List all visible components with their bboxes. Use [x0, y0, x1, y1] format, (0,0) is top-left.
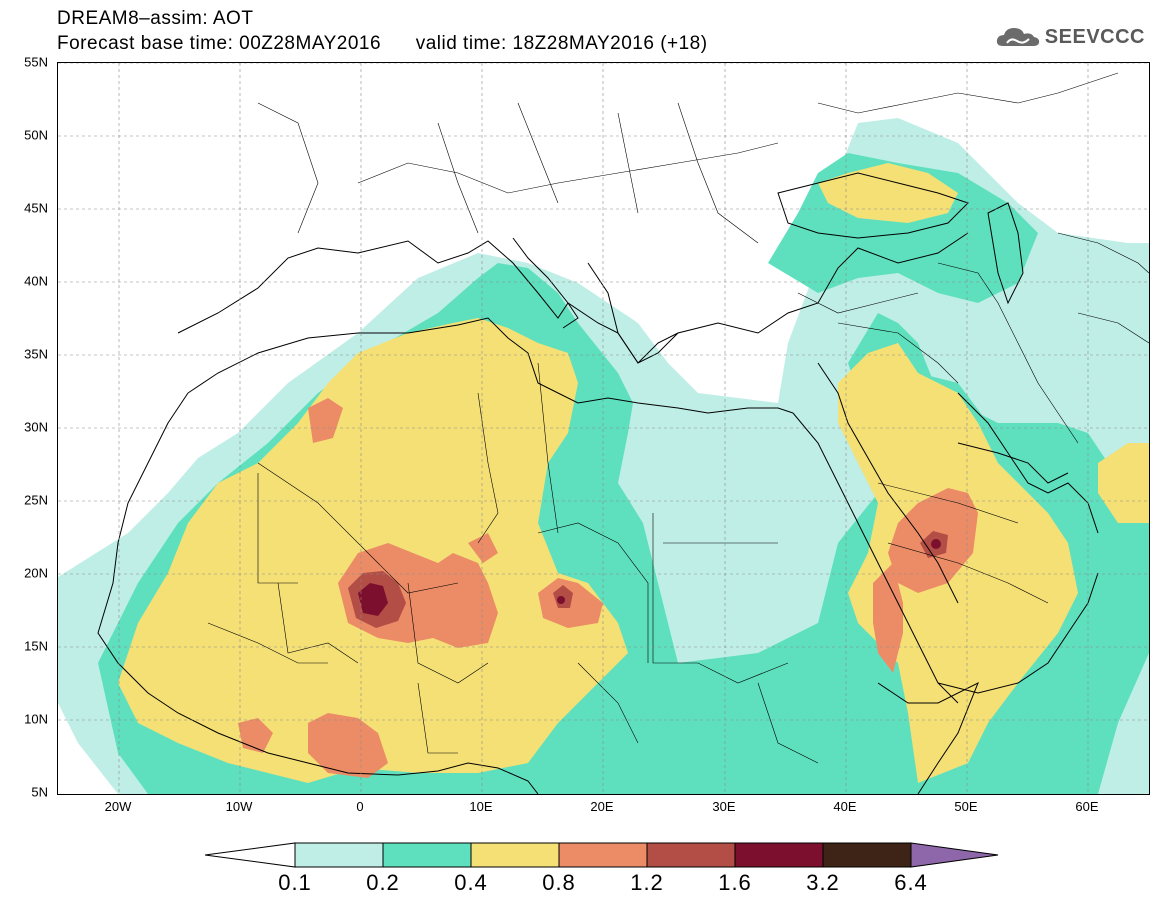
aot-colorbar [204, 841, 1000, 874]
colorbar-swatch [382, 842, 472, 868]
colorbar-label: 6.4 [894, 870, 928, 895]
lon-label: 10W [225, 799, 253, 814]
country-borders [207, 72, 1149, 764]
colorbar-label: 1.6 [718, 870, 752, 895]
lon-label: 30E [712, 799, 736, 814]
lon-label: 10E [469, 799, 493, 814]
colorbar-label: 0.8 [542, 870, 576, 895]
lon-label: 50E [954, 799, 978, 814]
colorbar-swatch [822, 842, 912, 868]
colorbar-label: 0.1 [278, 870, 312, 895]
aot-map [57, 62, 1150, 795]
lat-label: 35N [24, 346, 48, 362]
lat-label: 25N [24, 492, 48, 508]
colorbar-swatch [734, 842, 824, 868]
forecast-time-subtitle: Forecast base time: 00Z28MAY2016 valid t… [57, 33, 708, 54]
colorbar-swatch [470, 842, 560, 868]
cloud-logo-icon [996, 28, 1039, 46]
lat-label: 5N [31, 784, 48, 800]
seevccc-logo: SEEVCCC [995, 24, 1145, 50]
colorbar-label: 0.2 [366, 870, 400, 895]
coastlines [97, 172, 1099, 794]
colorbar-lower-triangle [204, 842, 296, 868]
map-title: DREAM8–assim: AOT [57, 8, 254, 29]
lon-label: 40E [833, 799, 857, 814]
lat-label: 15N [24, 638, 48, 654]
lon-label: 0 [356, 799, 364, 814]
aot-1.6-band [358, 539, 941, 616]
lat-label: 45N [24, 200, 48, 216]
lat-label: 50N [24, 127, 48, 143]
lat-label: 30N [24, 419, 48, 435]
colorbar-swatch [294, 842, 384, 868]
lat-label: 20N [24, 565, 48, 581]
lon-label: 20E [590, 799, 614, 814]
lat-label: 40N [24, 273, 48, 289]
colorbar-swatch [646, 842, 736, 868]
colorbar-swatch [558, 842, 648, 868]
colorbar-upper-triangle [910, 842, 999, 868]
lon-label: 20W [104, 799, 132, 814]
logo-text: SEEVCCC [1044, 25, 1145, 48]
lat-label: 10N [24, 711, 48, 727]
lat-label: 55N [24, 54, 48, 70]
map-canvas [58, 63, 1149, 794]
colorbar-label: 0.4 [454, 870, 488, 895]
colorbar-label: 3.2 [806, 870, 840, 895]
colorbar-label: 1.2 [630, 870, 664, 895]
lat-lon-grid [58, 63, 1149, 794]
lon-label: 60E [1075, 799, 1099, 814]
